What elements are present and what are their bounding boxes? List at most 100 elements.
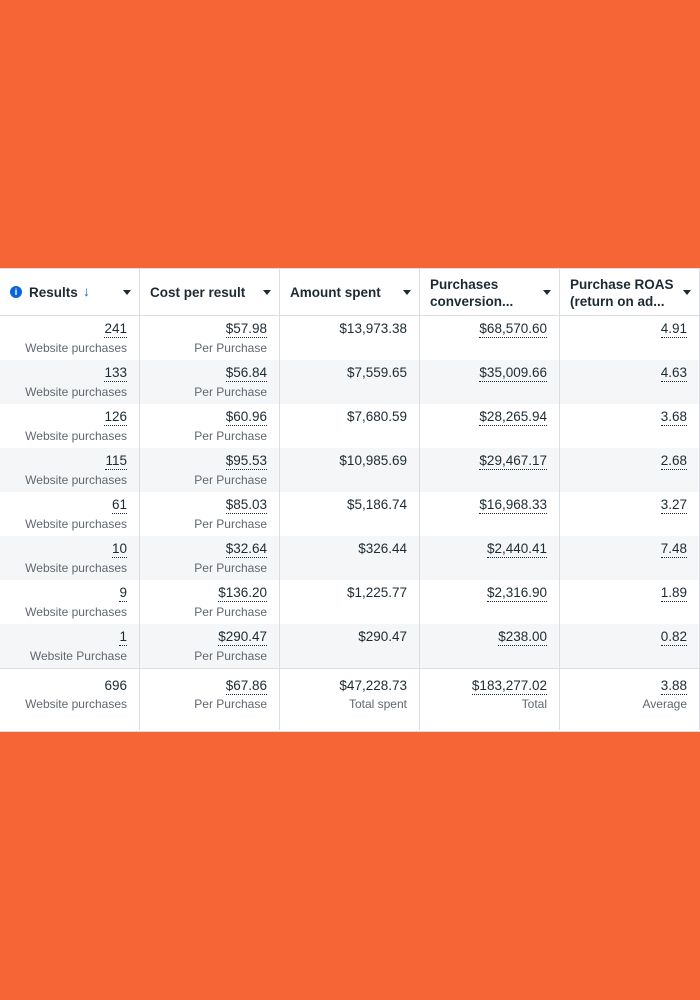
cell-value: $56.84 xyxy=(225,365,267,382)
cell: $32.64 Per Purchase xyxy=(140,536,280,580)
dropdown-caret xyxy=(263,290,271,295)
cell-value: $32.64 xyxy=(225,541,267,558)
cell-subtext: Website purchases xyxy=(25,561,127,575)
cell-value: 3.68 xyxy=(660,409,687,426)
cell: 696 Website purchases xyxy=(0,669,140,730)
cell-subtext: Website purchases xyxy=(25,385,127,399)
cell: 3.68 xyxy=(560,404,700,448)
cell-value: $183,277.02 xyxy=(471,678,547,695)
cell-subtext: Per Purchase xyxy=(194,385,267,399)
cell-subtext: Website purchases xyxy=(25,605,127,619)
cell-value: $13,973.38 xyxy=(339,321,407,336)
column-header[interactable]: i Results ↓ xyxy=(0,269,140,316)
cell-subtext: Per Purchase xyxy=(194,341,267,355)
cell: 115 Website purchases xyxy=(0,448,140,492)
cell-value: 4.63 xyxy=(660,365,687,382)
cell: $47,228.73 Total spent xyxy=(280,669,420,730)
header-label: conversion... xyxy=(430,294,514,309)
cell-value: $136.20 xyxy=(218,585,267,602)
cell-subtext: Website purchases xyxy=(25,517,127,531)
cell-value: 115 xyxy=(105,453,127,470)
cell: 0.82 xyxy=(560,624,700,668)
header-label: Purchase ROAS xyxy=(570,277,674,292)
cell-value: $290.47 xyxy=(358,629,407,644)
cell-subtext: Website purchases xyxy=(25,341,127,355)
cell-value: 0.82 xyxy=(660,629,687,646)
header-label: Cost per result xyxy=(150,285,246,300)
cell: $68,570.60 xyxy=(420,316,560,360)
cell: $183,277.02 Total xyxy=(420,669,560,730)
cell-subtext: Per Purchase xyxy=(194,649,267,663)
cell-value: 696 xyxy=(104,678,127,693)
header-label: Results xyxy=(29,285,78,300)
cell: 7.48 xyxy=(560,536,700,580)
cell-value: 1.89 xyxy=(660,585,687,602)
cell-subtext: Per Purchase xyxy=(194,697,267,711)
table: i Results ↓ Cost per result Amount spent Purc… xyxy=(0,268,700,732)
cell-subtext: Website purchases xyxy=(25,697,127,711)
cell: 4.63 xyxy=(560,360,700,404)
cell: 61 Website purchases xyxy=(0,492,140,536)
cell: $326.44 xyxy=(280,536,420,580)
cell: 3.88 Average xyxy=(560,669,700,730)
cell-value: $85.03 xyxy=(225,497,267,514)
column-header[interactable]: Purchases conversion... xyxy=(420,269,560,316)
cell-value: 241 xyxy=(104,321,127,338)
cell-value: $95.53 xyxy=(225,453,267,470)
cell-subtext: Per Purchase xyxy=(194,517,267,531)
cell: $29,467.17 xyxy=(420,448,560,492)
dropdown-caret xyxy=(683,290,691,295)
cell-subtext: Per Purchase xyxy=(194,473,267,487)
cell: $7,559.65 xyxy=(280,360,420,404)
cell: $238.00 xyxy=(420,624,560,668)
cell-value: $16,968.33 xyxy=(479,497,547,514)
cell-value: 2.68 xyxy=(660,453,687,470)
dropdown-caret xyxy=(403,290,411,295)
column-header[interactable]: Cost per result xyxy=(140,269,280,316)
cell: 9 Website purchases xyxy=(0,580,140,624)
cell-subtext: Total xyxy=(521,697,547,711)
cell-subtext: Website Purchase xyxy=(29,649,127,663)
cell-value: $57.98 xyxy=(225,321,267,338)
cell: 3.27 xyxy=(560,492,700,536)
cell-value: $7,559.65 xyxy=(346,365,407,380)
cell-value: $1,225.77 xyxy=(346,585,407,600)
cell: $67.86 Per Purchase xyxy=(140,669,280,730)
cell-value: 61 xyxy=(111,497,127,514)
cell-value: 3.27 xyxy=(660,497,687,514)
cell: $60.96 Per Purchase xyxy=(140,404,280,448)
cell-value: 10 xyxy=(111,541,127,558)
cell: $35,009.66 xyxy=(420,360,560,404)
cell-subtext: Website purchases xyxy=(25,473,127,487)
cell: 1.89 xyxy=(560,580,700,624)
column-header[interactable]: Amount spent xyxy=(280,269,420,316)
cell-value: 133 xyxy=(104,365,127,382)
cell-subtext: Average xyxy=(642,697,687,711)
cell: $10,985.69 xyxy=(280,448,420,492)
cell-value: $29,467.17 xyxy=(479,453,547,470)
header-label: Purchases xyxy=(430,277,499,292)
cell: $5,186.74 xyxy=(280,492,420,536)
column-header[interactable]: Purchase ROAS (return on ad... xyxy=(560,269,700,316)
sort-arrow: ↓ xyxy=(83,283,90,299)
cell-value: $2,316.90 xyxy=(486,585,547,602)
cell-subtext: Per Purchase xyxy=(194,561,267,575)
cell: $2,440.41 xyxy=(420,536,560,580)
cell: $56.84 Per Purchase xyxy=(140,360,280,404)
cell-value: $60.96 xyxy=(225,409,267,426)
cell-value: $47,228.73 xyxy=(339,678,407,693)
dropdown-caret xyxy=(543,290,551,295)
cell: $16,968.33 xyxy=(420,492,560,536)
cell-value: 1 xyxy=(119,629,127,646)
cell: $13,973.38 xyxy=(280,316,420,360)
cell: 1 Website Purchase xyxy=(0,624,140,668)
cell-value: $238.00 xyxy=(498,629,547,646)
cell-value: 7.48 xyxy=(660,541,687,558)
cell-subtext: Per Purchase xyxy=(194,605,267,619)
header-label: (return on ad... xyxy=(570,294,665,309)
cell-value: $67.86 xyxy=(225,678,267,695)
cell: $95.53 Per Purchase xyxy=(140,448,280,492)
cell-value: 126 xyxy=(104,409,127,426)
cell: $290.47 xyxy=(280,624,420,668)
